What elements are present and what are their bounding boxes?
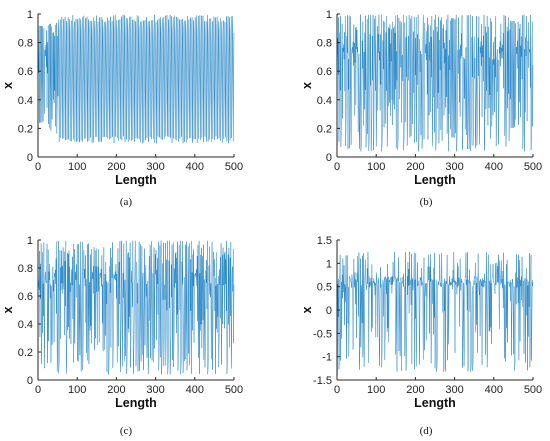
x-tick-label: 400 xyxy=(186,384,204,396)
x-tick-label: 300 xyxy=(146,384,164,396)
y-tick-label: 0 xyxy=(326,152,332,164)
x-tick-label: 500 xyxy=(524,384,542,396)
x-tick-label: 0 xyxy=(334,384,340,396)
y-tick-label: 0.4 xyxy=(18,95,33,107)
y-tick-label: 0.2 xyxy=(18,347,33,359)
y-axis-label: x xyxy=(1,82,15,89)
x-tick-label: 0 xyxy=(35,384,41,396)
chart-panel-b: 0 100 200 300 400 500 0 0.2 0.4 0.6 0.8 1 Length x (b) xyxy=(300,9,542,208)
panel-caption: (c) xyxy=(120,425,133,437)
x-axis-label: Length xyxy=(115,173,157,187)
y-tick-label: -1.5 xyxy=(313,375,332,387)
x-tick-label: 300 xyxy=(146,161,164,173)
y-tick-label: 0.4 xyxy=(18,319,33,331)
x-tick-label: 200 xyxy=(406,384,424,396)
x-tick-label: 0 xyxy=(35,161,41,173)
y-tick-label: 0.5 xyxy=(317,282,332,294)
chart-panel-c: 0 100 200 300 400 500 0 0.2 0.4 0.6 0.8 1 Length x (c) xyxy=(1,235,243,437)
chart-panel-a: 0 100 200 300 400 500 0 0.2 0.4 0.6 0.8 1 Length x (a) xyxy=(1,9,243,208)
x-tick-label: 100 xyxy=(68,161,86,173)
panel-caption: (d) xyxy=(420,425,433,437)
x-tick-label: 400 xyxy=(485,384,503,396)
y-tick-label: 0.2 xyxy=(317,123,332,135)
y-tick-label: 0 xyxy=(27,152,33,164)
y-tick-label: 1 xyxy=(27,9,33,21)
x-tick-label: 200 xyxy=(107,384,125,396)
y-tick-label: 1.5 xyxy=(317,235,332,247)
y-tick-label: 0.8 xyxy=(18,38,33,50)
x-axis-label: Length xyxy=(414,173,456,187)
y-tick-label: 1 xyxy=(27,235,33,247)
y-tick-label: 0.4 xyxy=(317,95,332,107)
x-tick-label: 100 xyxy=(367,161,385,173)
x-tick-label: 0 xyxy=(334,161,340,173)
y-tick-label: 0.6 xyxy=(18,291,33,303)
x-axis-label: Length xyxy=(414,396,456,410)
x-tick-label: 500 xyxy=(225,384,243,396)
x-tick-label: 100 xyxy=(68,384,86,396)
x-tick-label: 300 xyxy=(445,384,463,396)
y-tick-label: 0 xyxy=(326,305,332,317)
x-tick-label: 400 xyxy=(485,161,503,173)
series-line xyxy=(38,240,235,375)
chart-panel-d: 0 100 200 300 400 500 -1.5 -1 -0.5 0 0.5 1 1.5 Length… xyxy=(300,235,542,437)
y-tick-label: 0.2 xyxy=(18,123,33,135)
x-tick-label: 200 xyxy=(406,161,424,173)
y-tick-label: 0.6 xyxy=(18,66,33,78)
y-axis-label: x xyxy=(1,306,15,313)
x-tick-label: 100 xyxy=(367,384,385,396)
y-tick-label: 0.6 xyxy=(317,66,332,78)
y-tick-label: 1 xyxy=(326,9,332,21)
y-tick-label: 0 xyxy=(27,375,33,387)
series-line xyxy=(337,14,534,152)
x-tick-label: 200 xyxy=(107,161,125,173)
series-line xyxy=(38,14,235,144)
x-axis-label: Length xyxy=(115,396,157,410)
y-tick-label: -1 xyxy=(322,352,332,364)
series-line xyxy=(337,251,534,376)
panel-caption: (b) xyxy=(420,196,433,208)
x-tick-label: 500 xyxy=(225,161,243,173)
y-axis-label: x xyxy=(300,82,314,89)
panel-caption: (a) xyxy=(120,196,133,208)
y-tick-label: -0.5 xyxy=(313,328,332,340)
y-tick-label: 1 xyxy=(326,258,332,270)
y-tick-label: 0.8 xyxy=(317,38,332,50)
x-tick-label: 500 xyxy=(524,161,542,173)
x-tick-label: 300 xyxy=(445,161,463,173)
y-tick-label: 0.8 xyxy=(18,263,33,275)
x-tick-label: 400 xyxy=(186,161,204,173)
y-axis-label: x xyxy=(300,306,314,313)
